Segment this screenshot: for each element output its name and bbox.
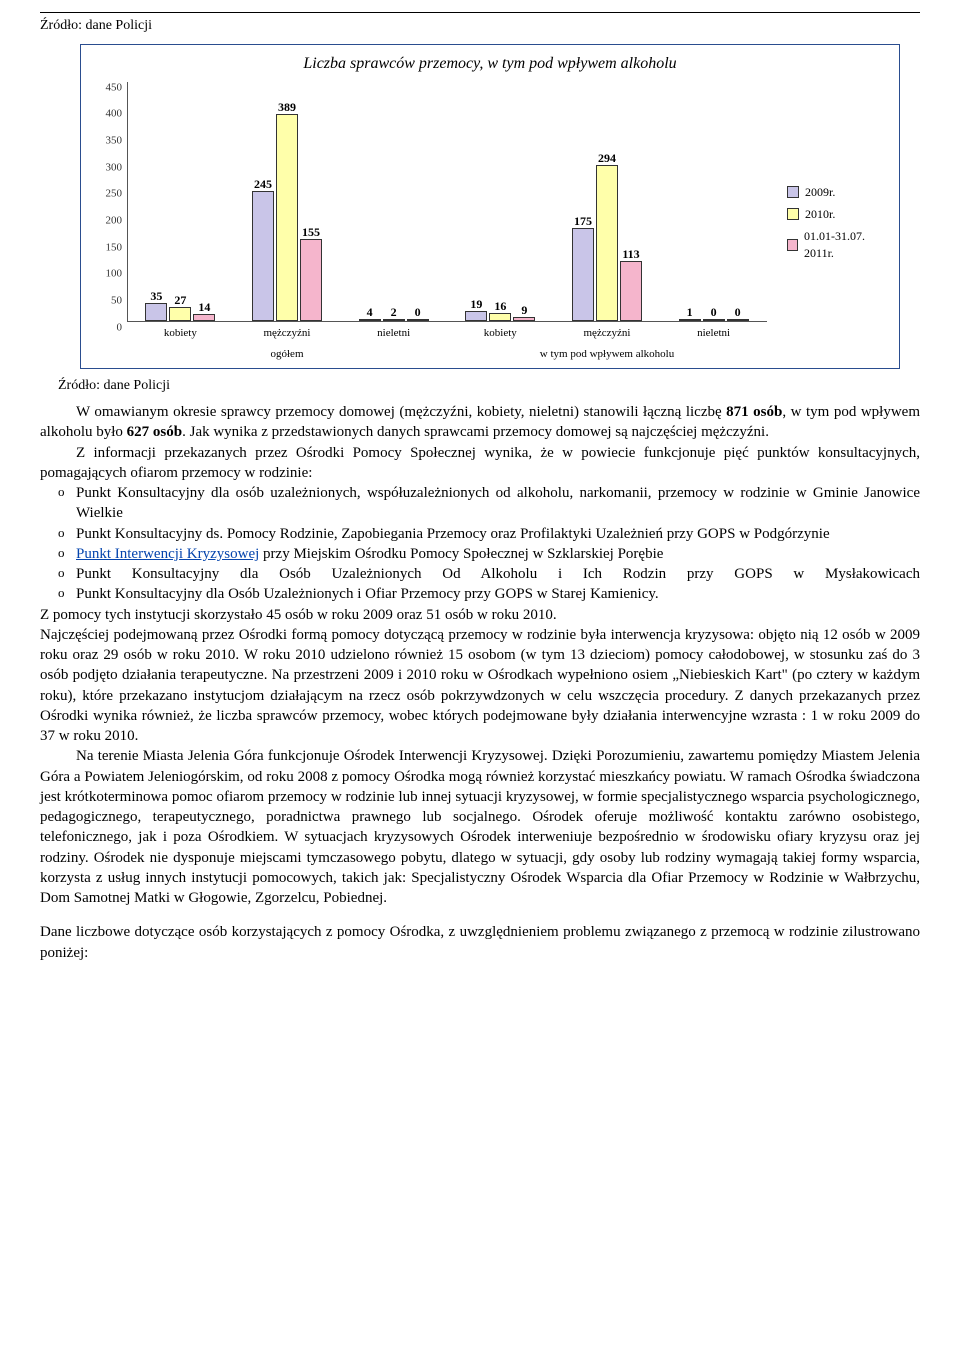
bar-value: 35 xyxy=(150,288,162,304)
bar-value: 2 xyxy=(391,304,397,320)
paragraph: Z pomocy tych instytucji skorzystało 45 … xyxy=(40,605,920,625)
bar: 27 xyxy=(169,307,191,321)
x-tick-label: nieletni xyxy=(340,326,447,341)
bar: 155 xyxy=(300,239,322,322)
bar-value: 294 xyxy=(598,150,616,166)
list-item: Punkt Konsultacyjny dla Osób Uzależniony… xyxy=(58,584,920,604)
legend-item: 2010r. xyxy=(787,206,889,222)
bar-value: 389 xyxy=(278,99,296,115)
bar-value: 27 xyxy=(174,292,186,308)
x-tick-label: nieletni xyxy=(660,326,767,341)
bar: 14 xyxy=(193,314,215,321)
y-tick: 350 xyxy=(92,133,122,148)
bar: 35 xyxy=(145,303,167,322)
list-item: Punkt Konsultacyjny dla Osób Uzależniony… xyxy=(58,564,920,584)
bar-value: 16 xyxy=(494,298,506,314)
bar: 0 xyxy=(407,319,429,321)
bar-value: 175 xyxy=(574,213,592,229)
paragraph: Z informacji przekazanych przez Ośrodki … xyxy=(40,443,920,484)
bar-value: 155 xyxy=(302,224,320,240)
bar: 294 xyxy=(596,165,618,322)
bar-value: 245 xyxy=(254,176,272,192)
bullet-list: Punkt Konsultacyjny dla osób uzależniony… xyxy=(40,483,920,605)
bar: 113 xyxy=(620,261,642,321)
legend-label: 01.01-31.07. 2011r. xyxy=(804,228,889,260)
bar: 389 xyxy=(276,114,298,321)
paragraph: Najczęściej podejmowaną przez Ośrodki fo… xyxy=(40,625,920,747)
y-tick: 0 xyxy=(92,320,122,335)
chart-x-axis: kobietymężczyźninieletnikobietymężczyźni… xyxy=(127,326,767,341)
link-punkt-interwencji[interactable]: Punkt Interwencji Kryzysowej xyxy=(76,546,259,562)
legend-item: 2009r. xyxy=(787,184,889,200)
paragraph: Na terenie Miasta Jelenia Góra funkcjonu… xyxy=(40,746,920,908)
legend-swatch xyxy=(787,186,799,198)
body-text: W omawianym okresie sprawcy przemocy dom… xyxy=(40,402,920,963)
super-label-2: w tym pod wpływem alkoholu xyxy=(447,347,767,362)
bar: 16 xyxy=(489,313,511,322)
bar-value: 0 xyxy=(711,304,717,320)
chart-container: Liczba sprawców przemocy, w tym pod wpły… xyxy=(80,44,900,369)
bar: 0 xyxy=(703,319,725,321)
bar: 1 xyxy=(679,319,701,321)
x-tick-label: kobiety xyxy=(127,326,234,341)
bar: 0 xyxy=(727,319,749,321)
y-tick: 200 xyxy=(92,213,122,228)
top-rule xyxy=(40,12,920,13)
chart-legend: 2009r. 2010r. 01.01-31.07. 2011r. xyxy=(787,82,889,362)
bar-value: 0 xyxy=(415,304,421,320)
legend-label: 2010r. xyxy=(805,206,835,222)
legend-item: 01.01-31.07. 2011r. xyxy=(787,228,889,260)
super-label-1: ogółem xyxy=(127,347,447,362)
bar: 175 xyxy=(572,228,594,321)
y-tick: 400 xyxy=(92,107,122,122)
source-bottom: Źródło: dane Policji xyxy=(58,377,920,396)
bar-value: 9 xyxy=(521,302,527,318)
source-top: Źródło: dane Policji xyxy=(40,17,920,36)
bar: 19 xyxy=(465,311,487,321)
bar-value: 19 xyxy=(470,296,482,312)
chart-super-axis: ogółem w tym pod wpływem alkoholu xyxy=(127,347,767,362)
y-tick: 250 xyxy=(92,187,122,202)
y-tick: 150 xyxy=(92,240,122,255)
bar: 9 xyxy=(513,317,535,322)
bar: 245 xyxy=(252,191,274,322)
bar-value: 0 xyxy=(735,304,741,320)
paragraph: W omawianym okresie sprawcy przemocy dom… xyxy=(40,402,920,443)
y-tick: 300 xyxy=(92,160,122,175)
chart-plot-area: 0501001502002503003504004503527142453891… xyxy=(127,82,767,322)
y-tick: 100 xyxy=(92,267,122,282)
legend-swatch xyxy=(787,239,798,251)
bar: 4 xyxy=(359,319,381,321)
list-item: Punkt Konsultacyjny ds. Pomocy Rodzinie,… xyxy=(58,524,920,544)
bar-value: 1 xyxy=(687,304,693,320)
y-tick: 450 xyxy=(92,80,122,95)
legend-label: 2009r. xyxy=(805,184,835,200)
y-tick: 50 xyxy=(92,293,122,308)
x-tick-label: mężczyźni xyxy=(234,326,341,341)
chart-title: Liczba sprawców przemocy, w tym pod wpły… xyxy=(91,53,889,75)
list-item: Punkt Konsultacyjny dla osób uzależniony… xyxy=(58,483,920,524)
bar-value: 113 xyxy=(622,246,639,262)
list-item: Punkt Interwencji Kryzysowej przy Miejsk… xyxy=(58,544,920,564)
paragraph: Dane liczbowe dotyczące osób korzystając… xyxy=(40,922,920,963)
bar-value: 14 xyxy=(198,299,210,315)
x-tick-label: mężczyźni xyxy=(554,326,661,341)
legend-swatch xyxy=(787,208,799,220)
bar: 2 xyxy=(383,319,405,321)
bar-value: 4 xyxy=(367,304,373,320)
x-tick-label: kobiety xyxy=(447,326,554,341)
